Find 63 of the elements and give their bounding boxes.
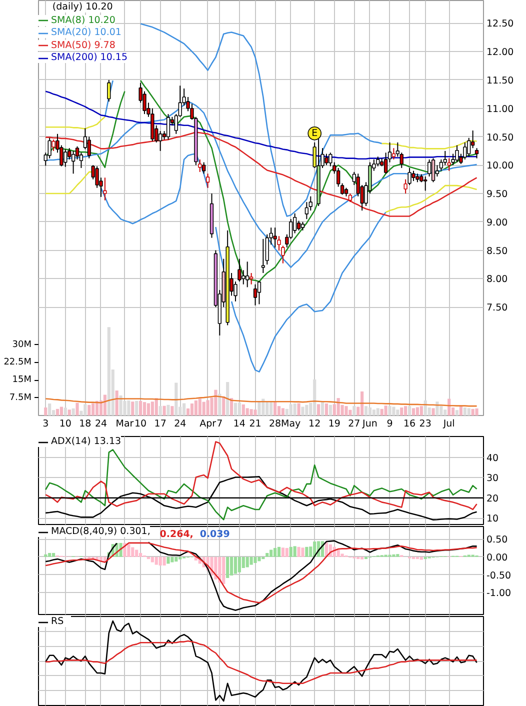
bar <box>230 556 234 576</box>
annotation: 0.264, <box>160 529 194 540</box>
bar <box>254 556 257 563</box>
y-tick-label: 0.50 <box>486 534 508 546</box>
bar <box>246 556 249 568</box>
y-tick-label: -0.50 <box>486 570 512 582</box>
bar <box>250 556 253 565</box>
bar <box>222 556 226 584</box>
y-tick-label: 30 <box>486 473 499 484</box>
bar <box>416 556 419 560</box>
annotation: 0.039 <box>200 529 230 540</box>
bar <box>262 556 265 560</box>
bar <box>166 556 170 564</box>
bar <box>356 556 360 560</box>
bar <box>146 556 150 560</box>
bar <box>52 552 56 557</box>
bar <box>174 556 178 562</box>
bar <box>214 556 218 580</box>
bar <box>420 556 423 560</box>
bar <box>158 556 162 566</box>
bar <box>154 556 158 565</box>
bar <box>297 546 300 557</box>
line-series <box>44 449 478 520</box>
bar <box>150 556 154 562</box>
bar <box>44 554 48 557</box>
bar <box>424 556 427 560</box>
bar <box>270 550 273 557</box>
bar <box>274 548 277 557</box>
y-tick-label: 40 <box>486 452 499 464</box>
bar <box>127 544 130 557</box>
bar <box>293 546 296 557</box>
legend-label: RS <box>51 616 65 627</box>
bar <box>178 556 182 560</box>
bar <box>392 554 396 557</box>
bar <box>234 556 238 574</box>
y-tick-label: -1.00 <box>486 588 512 600</box>
bar <box>258 556 261 562</box>
bar <box>131 547 134 557</box>
bar <box>139 552 142 557</box>
bar <box>301 548 304 557</box>
bar <box>360 556 364 560</box>
bar <box>170 556 174 562</box>
legend-label: ADX(14) 13.13 <box>51 436 122 447</box>
bar <box>336 550 340 557</box>
y-tick-label: 10 <box>486 514 499 525</box>
legend-label: MACD(8,40,9) 0.301, <box>51 526 150 537</box>
bar <box>285 548 288 557</box>
bar <box>226 556 230 578</box>
y-tick-label: 20 <box>486 493 499 504</box>
y-tick-label: 0.00 <box>486 552 508 564</box>
bar <box>277 546 281 557</box>
bar <box>162 556 166 566</box>
bar <box>396 554 400 557</box>
bar <box>266 552 269 557</box>
bar <box>238 556 241 572</box>
bar <box>364 556 368 560</box>
bar <box>340 554 344 557</box>
bar <box>289 546 292 557</box>
bar <box>305 546 308 557</box>
bar <box>48 552 52 557</box>
bar <box>281 548 284 557</box>
bar <box>412 556 416 560</box>
bar <box>135 550 138 557</box>
